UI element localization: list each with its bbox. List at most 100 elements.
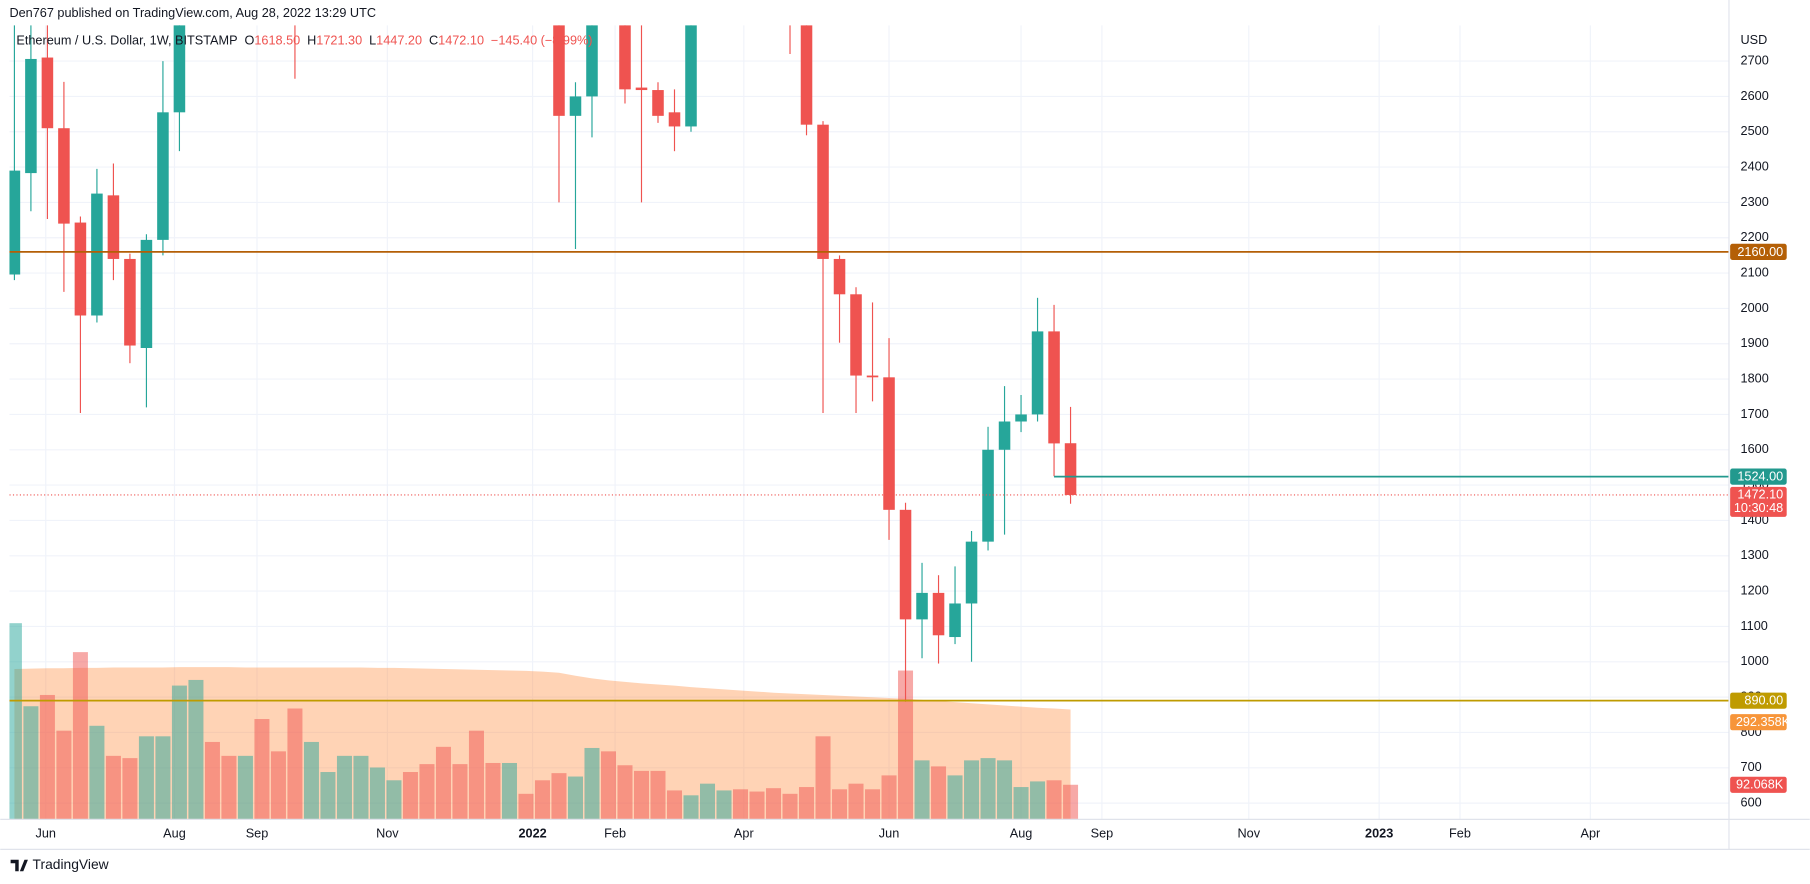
candle-body [685, 25, 697, 127]
y-tick-label: 700 [1741, 760, 1762, 774]
x-tick-label: Nov [1237, 827, 1260, 841]
volume-bar [518, 793, 534, 820]
x-tick-label: Jun [879, 827, 899, 841]
candle-body [41, 57, 54, 129]
volume-bar [353, 755, 369, 820]
volume-ma-label: 292.358K [1736, 715, 1791, 729]
volume-bar [716, 790, 732, 820]
legend-key: C [429, 34, 438, 48]
volume-bar [89, 725, 105, 820]
legend-key: H [307, 34, 316, 48]
candle-body [569, 96, 582, 116]
logo-mark [10, 859, 28, 872]
y-tick-label: 600 [1741, 795, 1762, 809]
candle-body [9, 170, 21, 275]
legend: Ethereum / U.S. Dollar, 1W, BITSTAMP O161… [16, 34, 592, 48]
volume-bar [56, 730, 72, 820]
volume-bar [997, 760, 1013, 820]
x-tick-label: Sep [246, 827, 269, 841]
volume-bar [1030, 781, 1046, 820]
candle-body [58, 128, 70, 224]
candle-body [124, 258, 136, 346]
candle-body [107, 195, 120, 259]
candle-body [1031, 331, 1044, 415]
volume-bar [254, 719, 270, 820]
candle-body [91, 193, 103, 316]
candle-body [1048, 331, 1060, 444]
legend-title: Ethereum / U.S. Dollar, 1W, BITSTAMP [16, 34, 237, 48]
legend-value: 1721.30 [316, 34, 362, 48]
volume-bar [914, 760, 930, 820]
y-tick-label: 1700 [1741, 407, 1769, 421]
candle-body [586, 25, 598, 97]
volume-bar [204, 741, 220, 820]
candle-body [998, 421, 1011, 450]
volume-bar [832, 789, 848, 820]
last-price-tag [1730, 486, 1787, 517]
x-tick-label: Feb [604, 827, 626, 841]
candle-body [916, 592, 928, 620]
candle-body [784, 0, 796, 22]
y-tick-label: 2600 [1741, 89, 1769, 103]
volume-bar [72, 652, 88, 820]
volume-bar [386, 780, 402, 820]
candle-body [553, 25, 565, 116]
y-tick-label: 2100 [1741, 265, 1769, 279]
candle-body [1064, 443, 1077, 495]
logo [10, 859, 28, 872]
volume-bar [485, 762, 501, 820]
y-tick-label: 1100 [1741, 619, 1768, 633]
header: Den767 published on TradingView.com, Aug… [9, 6, 376, 20]
volume-bar [733, 789, 749, 820]
y-tick-label: 2500 [1741, 124, 1769, 138]
candle-body [850, 294, 862, 376]
volume-bar [155, 736, 171, 820]
countdown: 10:30:48 [1734, 501, 1783, 515]
x-tick-label: Aug [163, 827, 186, 841]
y-tick-label: 1600 [1741, 442, 1769, 456]
candle-body [668, 112, 681, 127]
legend-value: 1472.10 [438, 34, 484, 48]
candle-body [652, 90, 664, 116]
volume-bar [452, 764, 468, 820]
volume-bar [584, 747, 600, 820]
candle-body [982, 449, 994, 542]
y-tick-label: 2300 [1741, 195, 1769, 209]
volume-bar [865, 789, 881, 820]
volume-bar [435, 746, 451, 820]
x-tick-label: Nov [376, 827, 399, 841]
volume-bar [551, 773, 567, 820]
volume-bar [39, 694, 55, 820]
x-tick-label: Aug [1010, 827, 1033, 841]
y-tick-label: 1200 [1741, 583, 1769, 597]
volume-pane [9, 623, 1079, 820]
volume-bar [369, 767, 385, 820]
candle-body [800, 25, 813, 125]
legend-key: O [244, 34, 254, 48]
legend-value: 1618.50 [254, 34, 300, 48]
volume-ma-tag [1730, 714, 1787, 731]
volume-bar [815, 736, 831, 820]
volume-label: 92.068K [1736, 778, 1784, 792]
x-tick-label: Sep [1091, 827, 1114, 841]
x-tick-label: Apr [1580, 827, 1601, 841]
volume-bar [1046, 780, 1062, 820]
volume-bar [600, 751, 616, 820]
volume-bar [931, 766, 947, 820]
y-tick-label: 1300 [1741, 548, 1769, 562]
volume-bar [402, 772, 418, 820]
volume-bar [501, 762, 517, 820]
x-tick-label: Jun [36, 827, 56, 841]
volume-bar [980, 758, 996, 820]
volume-bar [122, 758, 138, 820]
volume-bar [270, 751, 286, 820]
volume-bar [221, 755, 237, 820]
candle-body [157, 112, 169, 240]
candle-body [932, 592, 945, 636]
volume-bar [650, 770, 666, 820]
x-tick-label: Feb [1449, 827, 1471, 841]
volume-bar [683, 795, 699, 820]
volume-bar [881, 775, 897, 820]
